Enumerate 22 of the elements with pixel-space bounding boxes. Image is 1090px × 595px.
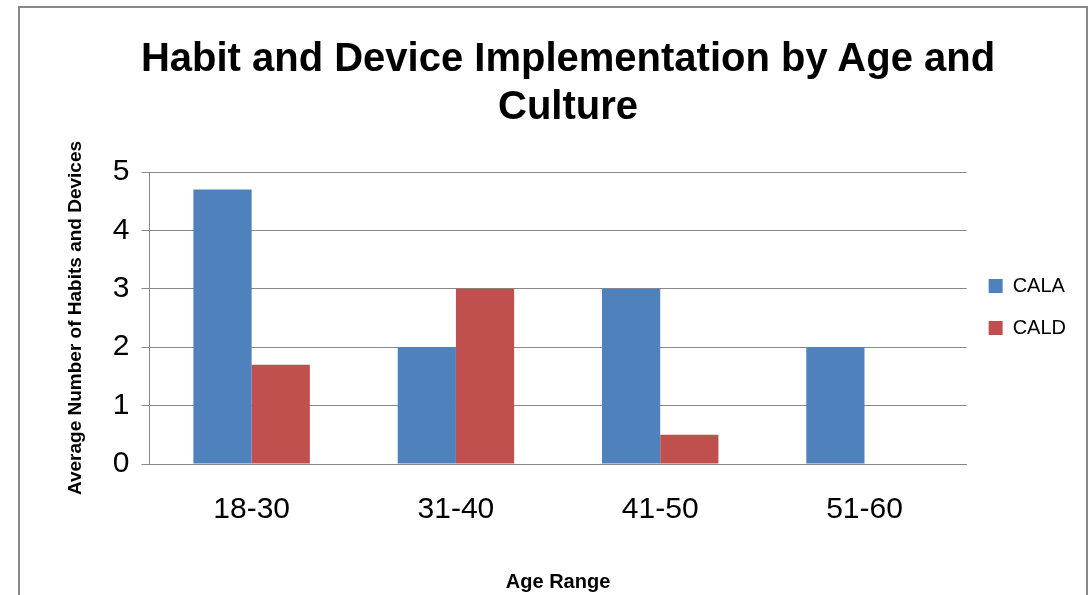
- bar: [397, 347, 456, 464]
- x-tick-label: 41-50: [621, 491, 699, 525]
- bar: [251, 364, 310, 464]
- bar: [806, 347, 865, 464]
- y-tick-label: 2: [112, 328, 130, 362]
- legend-label: CALD: [1012, 315, 1067, 338]
- y-axis-title: Average Number of Habits and Devices: [63, 140, 85, 496]
- x-tick-label: 31-40: [417, 491, 495, 525]
- x-tick-label: 18-30: [213, 491, 290, 525]
- chart-title: Habit and Device Implementation by Age and Culture: [140, 35, 996, 128]
- x-tick-label: 51-60: [826, 491, 903, 525]
- y-tick-label: 3: [112, 270, 130, 304]
- bar: [601, 288, 661, 464]
- bar: [455, 288, 515, 464]
- y-tick-label: 5: [112, 153, 130, 187]
- legend-label: CALA: [1012, 273, 1066, 296]
- y-tick-label: 0: [112, 445, 130, 479]
- x-axis-title: Age Range: [505, 569, 611, 592]
- bar: [193, 189, 252, 464]
- y-tick-label: 1: [112, 386, 130, 420]
- bar: [660, 434, 719, 464]
- y-tick-label: 4: [112, 211, 130, 245]
